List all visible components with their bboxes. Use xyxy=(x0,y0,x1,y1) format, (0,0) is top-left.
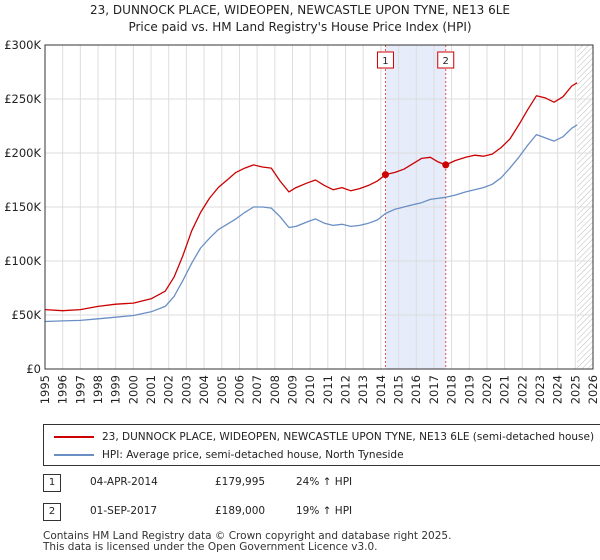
sale-number-badge: 1 xyxy=(43,474,61,492)
x-tick-label: 1995 xyxy=(38,375,52,404)
x-tick-label: 1997 xyxy=(73,375,87,404)
sale-label-text: 2 xyxy=(443,56,449,67)
sale-label-text: 1 xyxy=(382,56,388,67)
x-tick-label: 2013 xyxy=(356,375,370,404)
x-tick-label: 2005 xyxy=(215,375,229,404)
x-tick-label: 2017 xyxy=(427,375,441,404)
x-tick-label: 2010 xyxy=(303,375,317,404)
x-tick-label: 2004 xyxy=(197,375,211,404)
x-tick-label: 2006 xyxy=(232,375,246,404)
y-tick-label: £150K xyxy=(4,200,41,214)
sale-date: 01-SEP-2017 xyxy=(90,505,158,517)
x-tick-label: 2000 xyxy=(126,375,140,404)
x-tick-label: 2018 xyxy=(445,375,459,404)
sale-label-box xyxy=(376,51,394,69)
x-tick-label: 2012 xyxy=(339,375,353,404)
chart-title: 23, DUNNOCK PLACE, WIDEOPEN, NEWCASTLE U… xyxy=(90,3,510,17)
legend-swatch-property xyxy=(54,436,94,438)
sale-point xyxy=(442,161,450,169)
x-tick-label: 2021 xyxy=(498,375,512,404)
y-tick-label: £200K xyxy=(4,146,41,160)
legend: 23, DUNNOCK PLACE, WIDEOPEN, NEWCASTLE U… xyxy=(43,424,600,466)
x-tick-label: 1996 xyxy=(56,375,70,404)
x-tick-label: 2020 xyxy=(480,375,494,404)
property-series-line xyxy=(44,82,578,312)
x-tick-label: 2003 xyxy=(179,375,193,404)
y-tick-label: £0 xyxy=(26,362,41,376)
x-tick-label: 2015 xyxy=(392,375,406,404)
x-tick-label: 1998 xyxy=(91,375,105,404)
x-tick-label: 2008 xyxy=(268,375,282,404)
sale-number-badge: 2 xyxy=(43,503,61,521)
x-tick-label: 2002 xyxy=(162,375,176,404)
x-tick-label: 2022 xyxy=(515,375,529,404)
x-tick-label: 2011 xyxy=(321,375,335,404)
footer-copyright: Contains HM Land Registry data © Crown c… xyxy=(43,530,452,542)
sale-point xyxy=(381,171,389,179)
x-tick-label: 2014 xyxy=(374,375,388,404)
y-tick-label: £50K xyxy=(12,308,42,322)
x-tick-label: 2024 xyxy=(551,375,565,404)
sale-date: 04-APR-2014 xyxy=(90,476,158,488)
x-tick-label: 2016 xyxy=(409,375,423,404)
footer: Contains HM Land Registry data © Crown c… xyxy=(43,531,451,553)
sale-hpi-change: 19% ↑ HPI xyxy=(296,505,353,517)
legend-label-hpi: HPI: Average price, semi-detached house,… xyxy=(102,449,404,461)
legend-swatch-hpi xyxy=(54,454,94,456)
legend-item-hpi: HPI: Average price, semi-detached house,… xyxy=(54,446,404,464)
x-tick-label: 2009 xyxy=(285,375,299,404)
x-tick-label: 2001 xyxy=(144,375,158,404)
price-chart: 23, DUNNOCK PLACE, WIDEOPEN, NEWCASTLE U… xyxy=(4,3,600,404)
x-tick-label: 2025 xyxy=(568,375,582,404)
sale-price: £179,995 xyxy=(215,476,266,488)
sale-label-box xyxy=(437,51,455,69)
y-tick-label: £300K xyxy=(4,38,41,52)
x-tick-label: 2007 xyxy=(250,375,264,404)
legend-label-property: 23, DUNNOCK PLACE, WIDEOPEN, NEWCASTLE U… xyxy=(102,431,595,443)
y-tick-label: £100K xyxy=(4,254,41,268)
sale-hpi-change: 24% ↑ HPI xyxy=(296,476,353,488)
chart-subtitle: Price paid vs. HM Land Registry's House … xyxy=(128,20,471,34)
x-tick-label: 1999 xyxy=(109,375,123,404)
sale-price: £189,000 xyxy=(215,505,266,517)
y-tick-label: £250K xyxy=(4,92,41,106)
plot-frame xyxy=(44,44,594,370)
footer-licence: This data is licensed under the Open Gov… xyxy=(43,541,378,553)
x-tick-label: 2026 xyxy=(586,375,600,404)
x-tick-label: 2019 xyxy=(462,375,476,404)
x-tick-label: 2023 xyxy=(533,375,547,404)
legend-item-property: 23, DUNNOCK PLACE, WIDEOPEN, NEWCASTLE U… xyxy=(54,428,594,446)
hpi-series-line xyxy=(44,124,578,323)
